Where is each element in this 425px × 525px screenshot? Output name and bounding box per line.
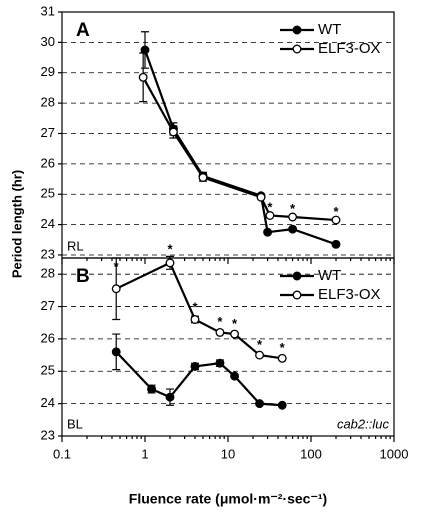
x-tick-label: 0.1 — [53, 446, 71, 461]
y-tick-label: 28 — [41, 266, 55, 281]
y-tick-label: 25 — [41, 363, 55, 378]
y-tick-label: 23 — [41, 246, 55, 261]
significance-mark: * — [290, 201, 296, 216]
data-point — [190, 315, 200, 324]
data-point — [165, 258, 175, 268]
y-tick-label: 23 — [41, 427, 55, 442]
data-point — [230, 371, 240, 381]
legend-label: WT — [318, 267, 341, 284]
legend-marker — [292, 290, 302, 300]
y-tick-label: 28 — [41, 95, 55, 110]
data-point — [230, 329, 240, 339]
y-tick-label: 24 — [41, 395, 55, 410]
significance-mark: * — [192, 300, 198, 315]
data-point — [168, 127, 178, 137]
y-tick-label: 30 — [41, 34, 55, 49]
data-point — [190, 361, 200, 371]
data-point — [331, 215, 341, 225]
series-line — [115, 351, 283, 407]
data-point — [111, 347, 121, 357]
y-tick-label: 27 — [41, 298, 55, 313]
data-point — [165, 392, 175, 402]
data-point — [256, 192, 266, 202]
data-point — [147, 384, 157, 394]
reporter-label: cab2::luc — [337, 416, 390, 431]
legend-label: ELF3-OX — [318, 40, 381, 57]
significance-mark: * — [280, 340, 286, 355]
series-line — [143, 49, 337, 246]
legend-marker — [292, 25, 302, 35]
data-point — [288, 212, 298, 222]
data-point — [277, 353, 287, 363]
y-tick-label: 26 — [41, 330, 55, 345]
x-tick-label: 1000 — [380, 446, 409, 461]
y-tick-label: 24 — [41, 216, 55, 231]
panel-label: A — [76, 20, 90, 41]
legend-marker — [292, 271, 302, 281]
y-tick-label: 26 — [41, 155, 55, 170]
x-tick-label: 10 — [221, 446, 235, 461]
significance-mark: * — [267, 199, 273, 214]
condition-label: BL — [67, 416, 83, 431]
data-point — [263, 227, 273, 237]
data-point — [255, 399, 265, 409]
data-point — [277, 400, 287, 410]
data-point — [138, 72, 148, 82]
significance-mark: * — [114, 259, 120, 274]
legend-label: ELF3-OX — [318, 286, 381, 303]
x-axis-label: Fluence rate (μmol·m⁻²·sec⁻¹) — [129, 491, 327, 507]
legend-label: WT — [318, 21, 341, 38]
significance-mark: * — [167, 241, 173, 256]
significance-mark: * — [333, 204, 339, 219]
data-point — [255, 350, 265, 360]
data-point — [140, 45, 150, 55]
data-point — [215, 327, 225, 337]
y-tick-label: 29 — [41, 64, 55, 79]
y-axis-label: Period length (hr) — [9, 170, 24, 278]
data-point — [265, 211, 275, 220]
legend-marker — [292, 44, 302, 54]
condition-label: RL — [67, 238, 84, 253]
data-point — [111, 284, 121, 294]
series-line — [142, 76, 337, 222]
plot-frame — [61, 257, 395, 437]
significance-mark: * — [232, 316, 238, 331]
x-tick-label: 1 — [141, 446, 148, 461]
data-point — [288, 224, 298, 234]
significance-mark: * — [257, 337, 263, 352]
y-tick-label: 25 — [41, 186, 55, 201]
x-tick-label: 100 — [300, 446, 322, 461]
data-point — [215, 358, 225, 368]
panel-label: B — [76, 266, 90, 287]
y-tick-label: 27 — [41, 125, 55, 140]
data-point — [331, 239, 341, 249]
significance-mark: * — [217, 314, 223, 329]
y-tick-label: 31 — [41, 3, 55, 18]
data-point — [198, 173, 208, 182]
